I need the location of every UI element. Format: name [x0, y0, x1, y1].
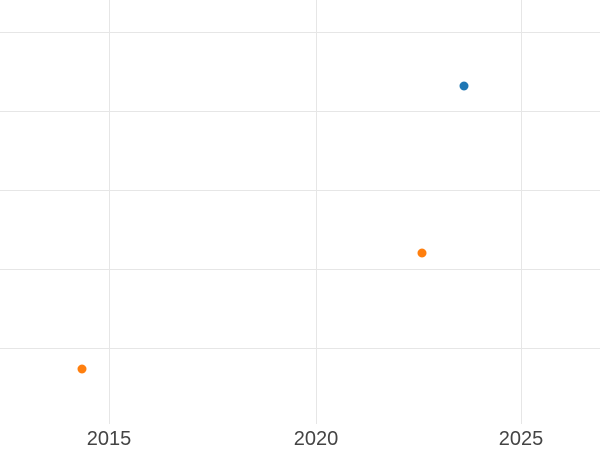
- gridline-vertical: [521, 0, 522, 424]
- gridline-horizontal: [0, 269, 600, 270]
- gridline-horizontal: [0, 32, 600, 33]
- gridline-horizontal: [0, 348, 600, 349]
- gridline-vertical: [316, 0, 317, 424]
- x-tick-label-2020: 2020: [293, 428, 339, 450]
- gridline-horizontal: [0, 190, 600, 191]
- x-tick-label-2015: 2015: [86, 428, 132, 450]
- data-point-orange-series: [417, 248, 427, 258]
- data-point-orange-series: [77, 364, 87, 374]
- gridline-vertical: [109, 0, 110, 424]
- x-tick-label-2025: 2025: [498, 428, 544, 450]
- data-point-blue-series: [459, 81, 469, 91]
- gridline-horizontal: [0, 111, 600, 112]
